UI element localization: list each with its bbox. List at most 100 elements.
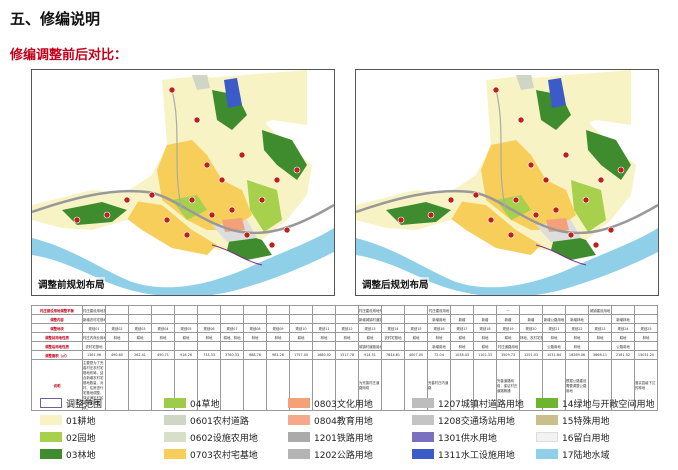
table-cell: 262.41 (128, 350, 152, 360)
table-cell (266, 305, 290, 315)
table-cell: 490.71 (151, 350, 175, 360)
adjustment-marker (567, 231, 575, 239)
table-cell (473, 359, 497, 411)
comparison-subtitle: 修编调整前后对比： (10, 48, 128, 63)
table-cell: 城镇建设用地 (588, 305, 612, 315)
table-cell: 2181.52 (611, 350, 635, 360)
table-cell (634, 341, 658, 351)
table-cell (542, 305, 566, 315)
table-cell (197, 341, 221, 351)
table-cell: 林地 (473, 332, 497, 342)
table-cell: 规划19 (496, 323, 520, 333)
adjustment-marker (283, 226, 291, 234)
table-cell (289, 314, 313, 324)
table-content-row: 调整内容新增农村宅基地新增城镇村道路用地新增用地新增新增新增新增新增公路用地新增… (31, 314, 658, 324)
table-cell (128, 305, 152, 315)
main-road (32, 189, 334, 235)
table-cell: 村庄建设用地指标 (82, 305, 106, 315)
table-cell: 新增农村宅基地 (82, 314, 106, 324)
table-cell: 规划18 (473, 323, 497, 333)
table-cell (519, 341, 543, 351)
table-cell: 耕地 (289, 332, 313, 342)
table-cell: 规划07 (220, 323, 244, 333)
legend-item-03: 03林地 (40, 448, 95, 461)
table-cell: 村庄建设用地外整改后 (358, 305, 382, 315)
table-cell (519, 305, 543, 315)
table-cell (243, 314, 267, 324)
table-cell (404, 305, 428, 315)
table-cell (289, 305, 313, 315)
legend-swatch (288, 432, 310, 442)
table-cell (243, 341, 267, 351)
table-cell: 新增 (450, 314, 474, 324)
adjustment-marker (243, 231, 251, 239)
table-cell: 规划10 (289, 323, 313, 333)
table-cell: 规划17 (450, 323, 474, 333)
adjustment-marker (617, 166, 625, 174)
adjustment-marker (427, 211, 435, 219)
adjustment-marker (188, 196, 196, 204)
adjustment-marker (542, 176, 550, 184)
adjustment-marker (517, 116, 525, 124)
legend-label: 15特殊用地 (562, 416, 610, 427)
table-cell: 耕地 (611, 332, 635, 342)
legend-label: 0803文化用地 (314, 399, 373, 410)
table-cell: 耕地 (450, 332, 474, 342)
orchard-center (496, 195, 531, 220)
table-cell: 规划25 (634, 323, 658, 333)
adjustment-marker (183, 231, 191, 239)
table-cell (174, 341, 198, 351)
legend-item-调整范围: 调整范围 (40, 397, 102, 410)
legend-label: 1207城镇村道路用地 (438, 399, 524, 410)
table-cell: 1251.03 (519, 350, 543, 360)
adjust-boundary (535, 244, 587, 266)
table-cell: 耕地、林地 (220, 332, 244, 342)
river (32, 228, 334, 295)
table-cell: 7844.61 (381, 350, 405, 360)
table-cell (565, 305, 589, 315)
table-cell (588, 341, 612, 351)
table-cell (312, 341, 336, 351)
table-cell: 新增林地 (611, 314, 635, 324)
table-cell (243, 359, 267, 411)
adjustment-marker (597, 176, 605, 184)
table-cell (450, 305, 474, 315)
table-cell: 农村宅基地 (82, 341, 106, 351)
table-cell: 规划03 (128, 323, 152, 333)
legend-item-17: 17陆地水域 (536, 448, 609, 461)
table-cell (312, 314, 336, 324)
table-cell: 林地 (565, 332, 589, 342)
legend-label: 1301供水用地 (438, 433, 497, 444)
table-cell: 18289.06 (565, 350, 589, 360)
map-after-label: 调整后规划布局 (362, 277, 429, 291)
legend-swatch (164, 432, 186, 442)
table-cell: 1031.84 (542, 350, 566, 360)
legend-label: 0601农村道路 (190, 416, 249, 427)
adjustment-marker (507, 231, 515, 239)
adjustment-marker (607, 226, 615, 234)
table-cell: 3509.73 (496, 350, 520, 360)
table-cell (335, 341, 359, 351)
legend-label: 04草地 (190, 399, 220, 410)
table-cell (611, 359, 635, 411)
table-cell: 1517.78 (335, 350, 359, 360)
table-row-header: 村庄建设用地调整平衡 (31, 305, 83, 315)
village-south (446, 200, 541, 255)
waterworks (224, 78, 242, 108)
table-cell: 耕地 (404, 332, 428, 342)
legend-item-1301: 1301供水用地 (412, 431, 497, 444)
table-cell: 耕地 (496, 332, 520, 342)
table-cell: 落实县级下达的林地 (634, 359, 658, 411)
map-after: 调整后规划布局 (355, 69, 659, 296)
adjustment-marker (163, 216, 171, 224)
table-cell: 规划11 (312, 323, 336, 333)
legend-label: 02园地 (66, 433, 96, 444)
table-row-header: 调整地块 (31, 323, 83, 333)
table-cell (588, 314, 612, 324)
table-after-use-row: 调整后用地性质 农村宅基地 城镇村道路用地 新增用地 林地 耕地 村庄道路用地 公路用地 林地公… (31, 341, 658, 351)
legend-label: 1202公路用地 (314, 450, 373, 461)
table-cell: 新增 (496, 314, 520, 324)
adjustment-marker (238, 151, 246, 159)
table-cell: 林地 (243, 332, 267, 342)
adjustment-marker (148, 191, 156, 199)
